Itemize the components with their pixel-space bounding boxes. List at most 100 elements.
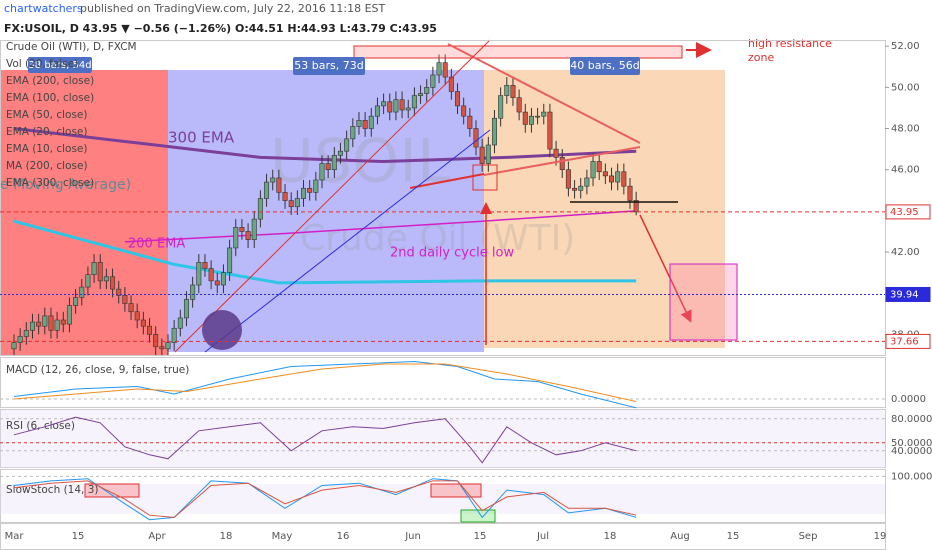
pane-frame [0, 357, 886, 408]
candle-body [110, 276, 116, 290]
candle-body [103, 276, 109, 282]
x-tick-label: Mar [5, 531, 25, 542]
candle-body [621, 171, 627, 187]
candle-body [79, 286, 85, 298]
candle-body [54, 319, 60, 331]
candle-body [48, 315, 54, 331]
x-tick-label: May [272, 531, 293, 542]
candle-body [362, 119, 368, 129]
annotation: 200 EMA [128, 237, 185, 252]
annotation: zone [748, 51, 774, 64]
candle-body [442, 62, 448, 78]
candle-body [313, 179, 319, 193]
range-label-box [293, 57, 365, 75]
legend-entry: Vol (20, false) [6, 58, 78, 70]
candle-body [159, 346, 165, 350]
indicator-line [13, 416, 637, 464]
candle-body [196, 262, 202, 286]
panes [0, 40, 886, 550]
candle-body [97, 262, 103, 282]
x-tick-label: Jul [536, 531, 549, 542]
price-tag [885, 286, 931, 302]
published: published on TradingView.com, July 22, 2… [80, 2, 386, 15]
candle-body [436, 62, 442, 76]
range-label-box [28, 57, 92, 73]
y-tick-label: 40.0000 [891, 446, 932, 457]
candle-body [122, 294, 128, 304]
range-shade [168, 70, 484, 352]
candle-body [233, 227, 239, 249]
trend-line [409, 173, 485, 189]
drawings [28, 39, 738, 353]
x-tick-label: 16 [337, 531, 350, 542]
candle-body [29, 321, 35, 331]
candle-body [85, 274, 91, 288]
pane-frame [0, 469, 886, 523]
candle-body [42, 315, 48, 327]
candle-body [602, 171, 608, 177]
trend-line [174, 39, 491, 353]
pane-title: MACD (12, 26, close, 9, false, true) [6, 364, 189, 376]
candle-body [208, 268, 214, 282]
x-tick-label: 18 [220, 531, 233, 542]
candle-body [11, 342, 17, 350]
candle-body [627, 185, 633, 201]
overlay-line [124, 210, 637, 243]
triangle-line [447, 43, 641, 144]
box [84, 483, 140, 498]
candle-body [430, 74, 436, 88]
annotation: high resistance [748, 37, 832, 50]
candle-body [596, 161, 602, 173]
candle-body [387, 101, 393, 113]
candle-body [615, 171, 621, 183]
resistance-zone [353, 45, 683, 59]
range-label: 38 bars, 54d [28, 60, 91, 71]
candle-body [325, 163, 331, 171]
candle-body [17, 336, 23, 343]
candle-body [411, 95, 417, 109]
legend-entry: EMA (10, close) [6, 143, 88, 155]
candle-body [344, 138, 350, 152]
candle-body [350, 126, 356, 140]
candle-body [399, 99, 405, 111]
price-tag-label: 43.95 [890, 207, 919, 218]
indicator-line [13, 360, 637, 409]
candle-body [183, 299, 189, 319]
y-tick-label: 50.00 [891, 82, 920, 93]
candle-body [541, 111, 547, 117]
legend-entry: EMA (20, close) [6, 126, 88, 138]
candle-body [214, 280, 220, 286]
candle-body [220, 272, 226, 286]
candle-body [609, 175, 615, 183]
annotation: 2nd daily cycle low [390, 246, 514, 261]
y-tick-label: 100.0000 [891, 471, 932, 482]
candle-body [239, 227, 245, 232]
y-tick-label: 42.00 [891, 247, 920, 258]
x-tick-label: 19 [874, 531, 887, 542]
candle-body [528, 115, 534, 125]
candle-body [491, 117, 497, 146]
candle-body [128, 303, 134, 313]
candle-body [418, 93, 424, 96]
candle-body [257, 198, 263, 220]
stoch-band [0, 484, 885, 514]
candle-body [578, 185, 584, 191]
candle-body [516, 97, 522, 113]
indicator-line [13, 480, 637, 518]
candle-body [288, 200, 294, 208]
y-tick-label: 80.0000 [891, 414, 932, 425]
y-tick-label: 52.00 [891, 41, 920, 52]
candle-body [455, 91, 461, 107]
candle-body [565, 169, 571, 189]
pane-frame [0, 40, 886, 356]
candle-body [553, 148, 559, 158]
annotation: e Moving Average) [0, 177, 131, 193]
price-tag-label: 39.94 [890, 289, 919, 300]
symbol-line: FX:USOIL, D 43.95 ▼ −0.56 (−1.26%) O:44.… [4, 22, 437, 35]
candle-body [547, 111, 553, 150]
y-tick-label: 46.00 [891, 165, 920, 176]
indicator-line [13, 478, 637, 521]
x-tick-label: Sep [799, 531, 818, 542]
candle-body [448, 76, 454, 92]
candle-body [116, 288, 122, 296]
